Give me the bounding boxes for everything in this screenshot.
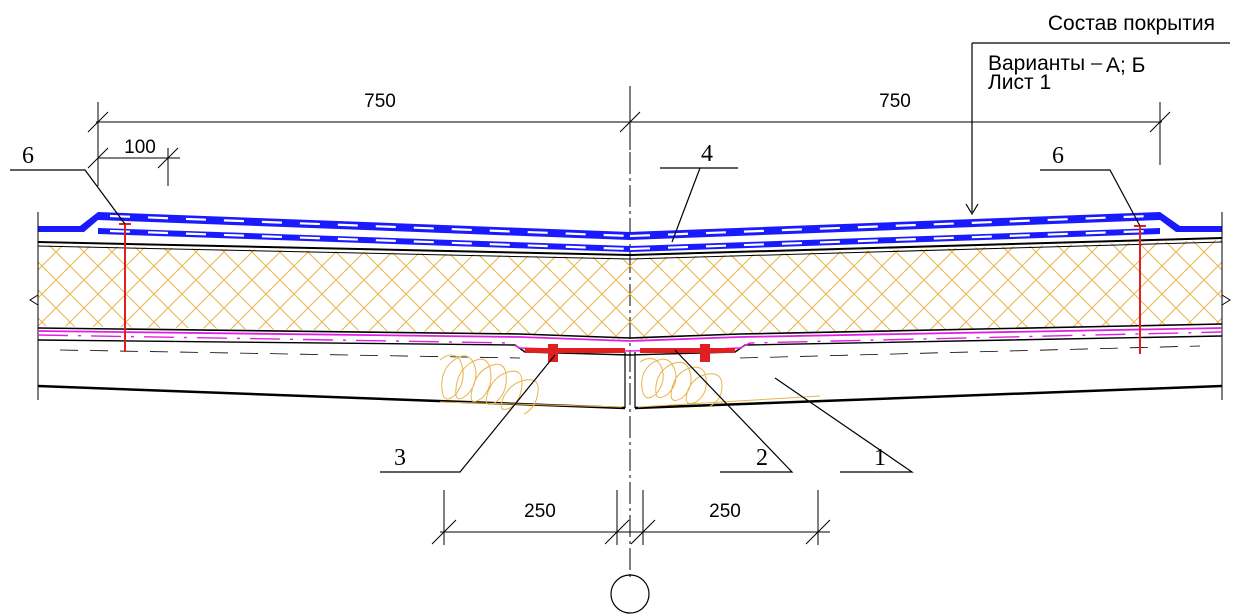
- membrane-upper: [38, 212, 1222, 240]
- vapor-barrier: [37, 327, 1223, 352]
- callout-3: 3: [394, 445, 406, 471]
- sheet-label: Лист 1: [988, 71, 1051, 94]
- callout-1: 1: [874, 445, 886, 471]
- joint-plate-left: [525, 348, 625, 353]
- variants-label: Варианты: [988, 52, 1085, 75]
- title-block: Состав покрытия Варианты А; Б Лист 1: [965, 12, 1230, 216]
- callout-6-right: 6: [1052, 143, 1064, 169]
- leader-arrow: [965, 203, 979, 216]
- dimension-250-right: 250: [709, 501, 741, 522]
- callout-leaders: [10, 167, 1141, 473]
- top-dimensions: [87, 86, 1171, 186]
- membrane-layers: [38, 212, 1222, 252]
- bottom-dimensions: [431, 490, 831, 545]
- callout-4: 4: [701, 141, 713, 167]
- dimension-100: 100: [124, 137, 156, 158]
- dimension-250-left: 250: [524, 501, 556, 522]
- title-text: Состав покрытия: [1048, 12, 1215, 35]
- variants-value: А; Б: [1106, 54, 1145, 77]
- fasteners: [119, 223, 1146, 362]
- axis-marker: [610, 574, 650, 614]
- dimension-left-750: 750: [364, 91, 396, 112]
- thin-dashed-lines: [59, 345, 1201, 359]
- callout-6-left: 6: [22, 143, 34, 169]
- membrane-lower: [98, 228, 1160, 252]
- joint-plate-right: [640, 348, 735, 353]
- soft-insulation: [439, 354, 821, 415]
- callout-2: 2: [756, 445, 768, 471]
- dimension-right-750: 750: [879, 91, 911, 112]
- insulation-layer: [38, 240, 1222, 340]
